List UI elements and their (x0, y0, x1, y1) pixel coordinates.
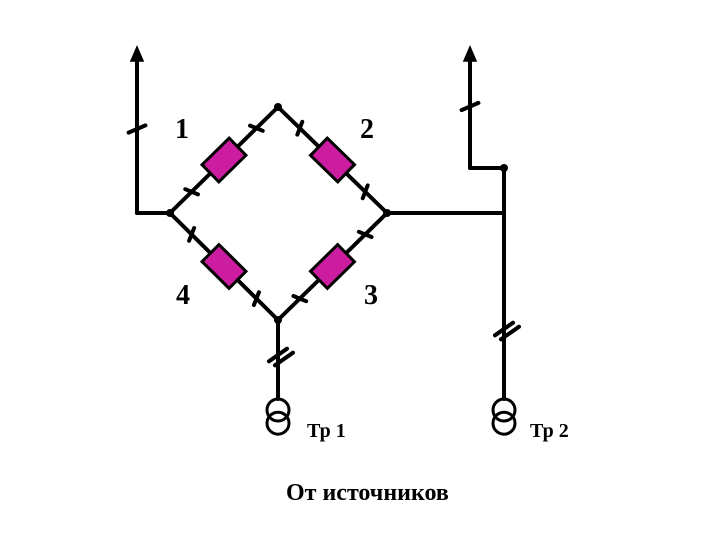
transformer-label-2: Тр 2 (530, 420, 569, 443)
bottom-caption: От источников (286, 480, 449, 507)
circuit-diagram (0, 0, 720, 540)
node-label-3: 3 (364, 280, 378, 312)
transformer-label-1: Тр 1 (307, 420, 346, 443)
node-label-1: 1 (175, 114, 189, 146)
node-label-2: 2 (360, 114, 374, 146)
node-label-4: 4 (176, 280, 190, 312)
